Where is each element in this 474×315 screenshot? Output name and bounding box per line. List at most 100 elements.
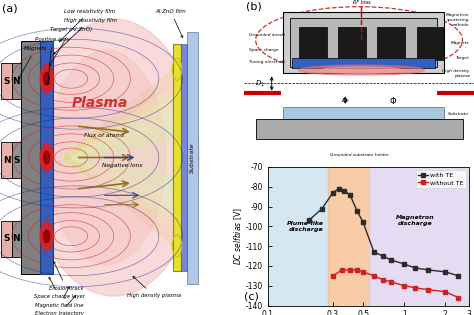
Text: Space charge layer: Space charge layer — [34, 277, 85, 299]
Ellipse shape — [321, 67, 401, 73]
Text: Electron trajectory: Electron trajectory — [35, 295, 84, 315]
with TE — [380, 254, 386, 258]
Text: $\Phi$: $\Phi$ — [390, 95, 398, 106]
Ellipse shape — [40, 222, 53, 250]
with TE — [336, 187, 341, 191]
Ellipse shape — [44, 151, 50, 164]
Text: Magnetron
discharge: Magnetron discharge — [396, 215, 434, 226]
Polygon shape — [65, 154, 173, 203]
Text: Grounded anode: Grounded anode — [249, 33, 285, 37]
Bar — [12, 220, 21, 257]
Bar — [173, 44, 181, 271]
Text: High resistivity film: High resistivity film — [54, 18, 117, 54]
Polygon shape — [65, 69, 173, 161]
Bar — [1, 63, 12, 99]
with TE — [360, 220, 366, 224]
Polygon shape — [65, 83, 173, 161]
Polygon shape — [65, 126, 173, 161]
Text: Erosion track: Erosion track — [49, 261, 83, 291]
Text: S: S — [13, 156, 19, 164]
Ellipse shape — [44, 72, 50, 85]
Bar — [299, 27, 327, 60]
Text: High density
plasma: High density plasma — [442, 69, 469, 78]
with TE — [319, 207, 325, 210]
Text: Target: Target — [456, 56, 469, 60]
Ellipse shape — [47, 50, 166, 265]
without TE — [412, 286, 418, 289]
Text: Substrate: Substrate — [448, 112, 469, 116]
with TE — [330, 191, 336, 195]
Text: Substrate: Substrate — [190, 142, 194, 173]
Text: Low resistivity film: Low resistivity film — [59, 9, 116, 42]
Polygon shape — [65, 88, 185, 227]
Text: $D_1$: $D_1$ — [255, 78, 265, 89]
Text: (b): (b) — [246, 2, 262, 12]
Ellipse shape — [40, 143, 53, 172]
Bar — [1, 142, 12, 178]
Bar — [1, 220, 12, 257]
Line: with TE: with TE — [307, 187, 460, 278]
without TE — [347, 268, 353, 272]
Text: Plasma: Plasma — [72, 96, 128, 110]
with TE — [456, 274, 461, 278]
Bar — [377, 27, 405, 60]
with TE — [371, 250, 377, 254]
without TE — [330, 274, 336, 278]
Text: $D_2$: $D_2$ — [341, 96, 350, 105]
Polygon shape — [65, 154, 173, 217]
Text: N: N — [12, 77, 20, 86]
Text: RF bias: RF bias — [353, 0, 370, 5]
Text: Magnets: Magnets — [18, 46, 47, 79]
with TE — [442, 270, 448, 274]
without TE — [425, 288, 431, 292]
without TE — [401, 284, 407, 288]
with TE — [401, 262, 407, 266]
Text: Positive ions: Positive ions — [35, 37, 69, 85]
Bar — [12, 142, 21, 178]
Bar — [181, 44, 186, 271]
Bar — [328, 167, 369, 306]
Text: Tuning electrode: Tuning electrode — [249, 60, 285, 64]
Text: Al:ZnO film: Al:ZnO film — [155, 9, 186, 38]
Polygon shape — [65, 154, 173, 232]
with TE — [425, 268, 431, 272]
Line: without TE: without TE — [331, 268, 460, 300]
Bar — [338, 27, 366, 60]
Ellipse shape — [40, 65, 53, 93]
with TE — [347, 193, 353, 197]
Text: Negative Ions: Negative Ions — [102, 163, 142, 168]
Bar — [292, 59, 435, 68]
Text: (c): (c) — [244, 291, 259, 301]
Bar — [186, 32, 199, 284]
Text: Magnetron
sputtering
cathode: Magnetron sputtering cathode — [446, 13, 469, 26]
without TE — [456, 296, 461, 300]
Bar — [12, 63, 21, 99]
Legend: with TE, without TE: with TE, without TE — [416, 170, 466, 188]
with TE — [412, 266, 418, 270]
Text: Magnetic field line: Magnetic field line — [35, 287, 83, 308]
Text: High density plasma: High density plasma — [127, 277, 181, 298]
Text: (a): (a) — [2, 3, 18, 13]
Polygon shape — [65, 154, 173, 189]
Text: Plume-like
discharge: Plume-like discharge — [287, 221, 324, 232]
Text: Grounded substrate holder: Grounded substrate holder — [330, 153, 388, 157]
with TE — [354, 209, 360, 212]
Text: Flux of atoms: Flux of atoms — [84, 133, 124, 138]
Bar — [255, 118, 463, 139]
with TE — [341, 189, 346, 192]
without TE — [388, 280, 394, 284]
Bar — [369, 167, 469, 306]
Text: N: N — [12, 234, 20, 243]
Text: N: N — [3, 156, 10, 164]
Ellipse shape — [44, 230, 50, 243]
with TE — [388, 258, 394, 262]
Text: S: S — [3, 77, 10, 86]
Bar — [290, 18, 437, 67]
without TE — [380, 278, 386, 282]
Ellipse shape — [298, 65, 425, 75]
Bar — [21, 41, 40, 274]
Text: Target (Al:ZnO): Target (Al:ZnO) — [49, 27, 92, 66]
Text: Magnets: Magnets — [451, 41, 469, 45]
without TE — [354, 268, 360, 272]
Bar — [283, 107, 444, 118]
